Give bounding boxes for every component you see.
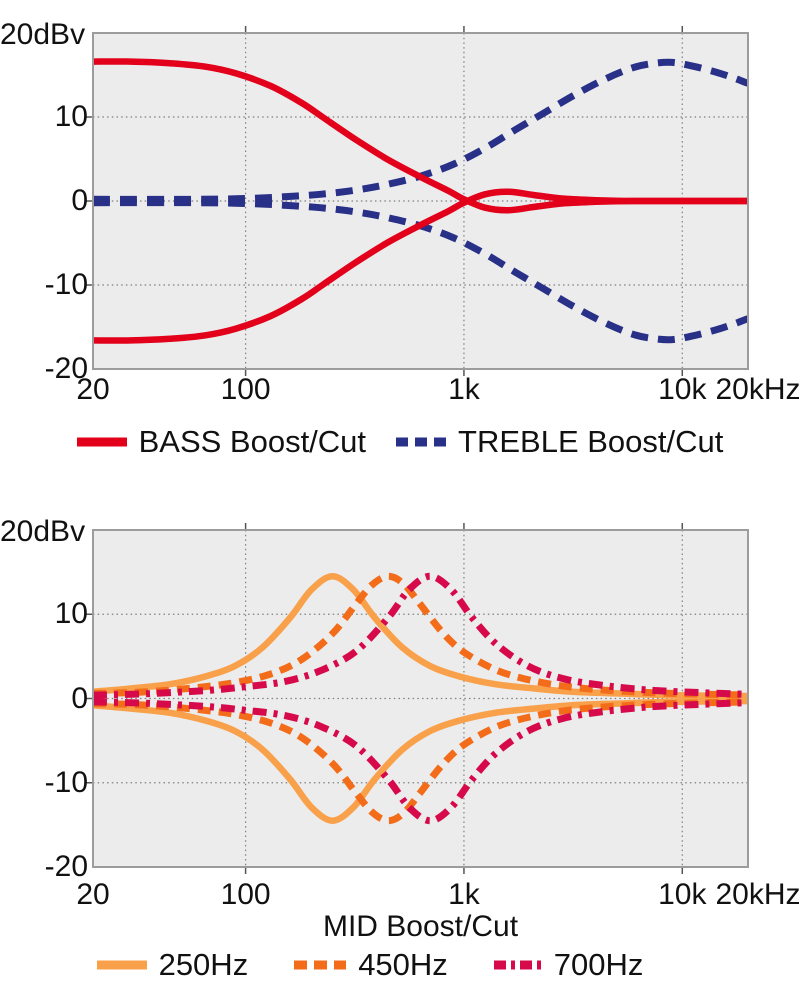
- x-tick-label: 20kHz: [715, 373, 800, 406]
- legend-label-bass: BASS Boost/Cut: [138, 424, 367, 459]
- x-tick-label: 10k: [658, 878, 707, 911]
- legend-item-bass: BASS Boost/Cut: [76, 424, 367, 459]
- bass-treble-legend: BASS Boost/Cut TREBLE Boost/Cut: [0, 424, 800, 460]
- curve-mid-450-boost: [93, 572, 748, 699]
- plot-border: [92, 32, 749, 370]
- treble-line-swatch: [396, 437, 447, 447]
- x-tick-label: 100: [220, 373, 271, 406]
- legend-item-250hz: 250Hz: [96, 947, 249, 982]
- curve-mid-250-cut: [93, 697, 748, 824]
- curve-treble-boost: [93, 58, 748, 203]
- legend-item-700hz: 700Hz: [493, 947, 644, 982]
- x-tick-label: 20: [76, 373, 110, 406]
- curve-mid-250-boost: [93, 573, 748, 700]
- bass-treble-chart: 20dBv BASS Boost/Cut TREBLE Boost/Cut 10…: [0, 0, 800, 470]
- legend-label-450hz: 450Hz: [358, 947, 448, 982]
- x-tick-label: 100: [220, 878, 271, 911]
- curve-mid-700-boost: [93, 572, 748, 699]
- x-tick-label: 20kHz: [715, 878, 800, 911]
- y-axis-unit-label: 20dBv: [0, 515, 86, 548]
- legend-label-250hz: 250Hz: [158, 947, 249, 982]
- y-axis-unit-label: 20dBv: [0, 18, 86, 51]
- y-tick-label: 0: [71, 681, 88, 715]
- y-tick-label: -10: [44, 765, 88, 799]
- curve-treble-cut: [93, 199, 748, 344]
- mid-700-line-swatch: [493, 960, 542, 970]
- x-axis-title: MID Boost/Cut: [322, 910, 519, 943]
- legend-item-treble: TREBLE Boost/Cut: [396, 425, 723, 459]
- y-tick-label: -20: [44, 352, 88, 385]
- x-tick-label: 1k: [448, 878, 480, 911]
- mid-plot: [86, 523, 749, 874]
- plot-border: [92, 529, 749, 868]
- plot-area: [93, 530, 748, 867]
- y-tick-label: 0: [71, 184, 88, 217]
- mid-chart: 20dBv MID Boost/Cut 250Hz 450Hz 700Hz: [0, 497, 800, 1000]
- x-tick-label: 10k: [658, 373, 707, 406]
- curve-mid-450-cut: [93, 698, 748, 825]
- mid-legend: 250Hz 450Hz 700Hz: [10, 947, 730, 983]
- x-tick-label: 20: [76, 878, 110, 911]
- bass-line-swatch: [76, 437, 127, 447]
- mid-450-line-swatch: [294, 960, 347, 970]
- curve-mid-700-cut: [93, 698, 748, 825]
- mid-250-line-swatch: [96, 960, 147, 970]
- y-tick-label: 10: [54, 100, 88, 133]
- bass-treble-plot: [86, 26, 749, 376]
- legend-item-450hz: 450Hz: [294, 948, 448, 982]
- curve-bass-cut: [93, 188, 748, 344]
- y-tick-label: -10: [44, 268, 88, 301]
- x-tick-label: 1k: [448, 373, 480, 406]
- legend-label-treble: TREBLE Boost/Cut: [458, 424, 724, 459]
- legend-label-700hz: 700Hz: [553, 947, 644, 982]
- y-tick-label: -20: [44, 850, 88, 883]
- y-tick-label: 10: [54, 597, 88, 631]
